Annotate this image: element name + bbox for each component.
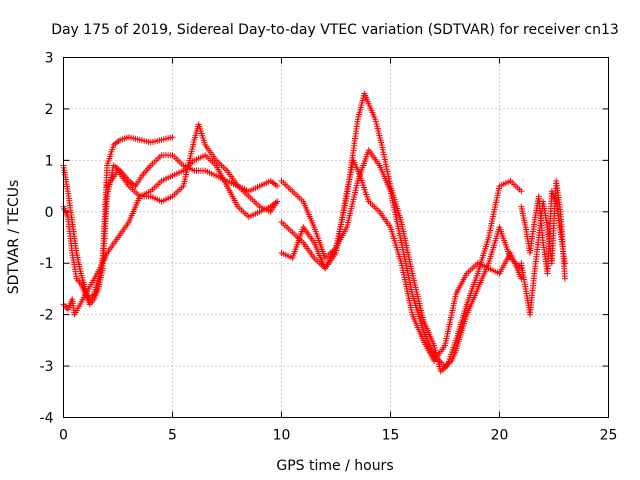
x-tick-label: 0 <box>59 428 68 444</box>
chart-title: Day 175 of 2019, Sidereal Day-to-day VTE… <box>51 22 619 38</box>
y-tick-label: -1 <box>40 256 54 272</box>
y-tick-label: 2 <box>45 102 54 118</box>
data-marks <box>60 90 568 375</box>
x-tick-label: 5 <box>168 428 177 444</box>
tick-labels: 0 5 10 15 20 25 -4 -3 -2 -1 0 1 2 3 <box>40 51 618 444</box>
data-point <box>274 198 281 205</box>
y-tick-label: -2 <box>40 308 54 324</box>
y-tick-label: 0 <box>45 205 54 221</box>
y-tick-label: 1 <box>45 153 54 169</box>
x-tick-label: 20 <box>491 428 509 444</box>
y-axis-label: SDTVAR / TECUs <box>6 180 22 295</box>
plot-frame <box>63 57 609 418</box>
x-tick-label: 10 <box>273 428 291 444</box>
x-tick-label: 15 <box>382 428 400 444</box>
y-tick-label: 3 <box>45 51 54 67</box>
data-point <box>274 183 281 190</box>
data-point <box>561 275 568 282</box>
data-point <box>561 260 568 267</box>
x-tick-label: 25 <box>600 428 618 444</box>
x-axis-label: GPS time / hours <box>276 458 393 474</box>
data-point <box>169 134 176 141</box>
gridlines <box>63 57 609 418</box>
y-tick-label: -4 <box>40 411 54 427</box>
y-tick-label: -3 <box>40 359 54 375</box>
data-point <box>518 188 525 195</box>
